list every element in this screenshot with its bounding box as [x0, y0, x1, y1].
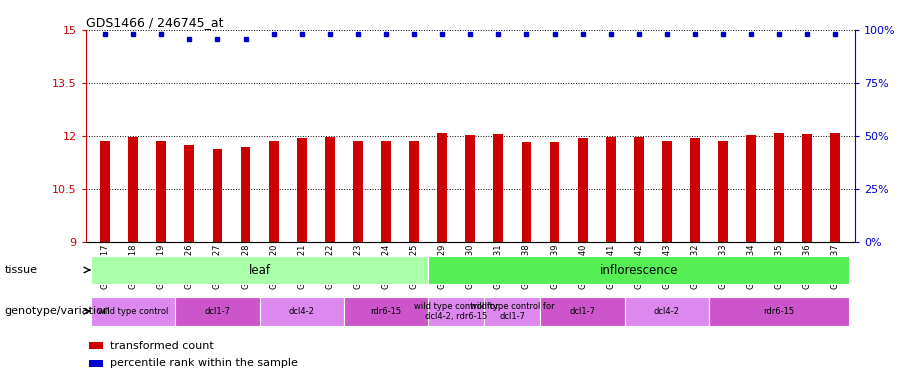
Bar [428, 256, 850, 284]
Text: wild type control: wild type control [98, 307, 168, 316]
Bar [176, 297, 259, 326]
Bar [484, 297, 541, 326]
Text: wild type control for
dcl1-7: wild type control for dcl1-7 [470, 302, 554, 321]
Bar [129, 137, 139, 242]
Bar [184, 145, 194, 242]
Bar [89, 360, 104, 367]
Bar [212, 149, 222, 242]
Text: tissue: tissue [4, 265, 38, 275]
Bar [259, 297, 344, 326]
Bar [240, 147, 250, 242]
Bar [344, 297, 428, 326]
Bar [746, 135, 756, 242]
Bar [410, 141, 419, 242]
Bar [802, 134, 812, 242]
Bar [709, 297, 850, 326]
Bar [89, 342, 104, 349]
Text: dcl4-2: dcl4-2 [289, 307, 315, 316]
Bar [91, 256, 428, 284]
Bar [353, 141, 363, 242]
Bar [428, 297, 484, 326]
Bar [690, 138, 700, 242]
Bar [100, 141, 110, 242]
Bar [325, 137, 335, 242]
Bar [774, 133, 784, 242]
Text: percentile rank within the sample: percentile rank within the sample [110, 358, 298, 368]
Text: rdr6-15: rdr6-15 [763, 307, 795, 316]
Bar [606, 137, 616, 242]
Bar [493, 134, 503, 242]
Bar [541, 297, 625, 326]
Bar [831, 133, 841, 242]
Bar [634, 137, 643, 242]
Text: genotype/variation: genotype/variation [4, 306, 111, 316]
Bar [662, 141, 671, 242]
Text: dcl1-7: dcl1-7 [204, 307, 230, 316]
Text: dcl1-7: dcl1-7 [570, 307, 596, 316]
Bar [381, 141, 391, 242]
Bar [91, 297, 176, 326]
Bar [550, 142, 560, 242]
Bar [465, 135, 475, 242]
Bar [269, 141, 279, 242]
Text: wild type control for
dcl4-2, rdr6-15: wild type control for dcl4-2, rdr6-15 [414, 302, 499, 321]
Text: transformed count: transformed count [110, 340, 214, 351]
Text: leaf: leaf [248, 264, 271, 276]
Bar [718, 141, 728, 242]
Bar [297, 138, 307, 242]
Text: rdr6-15: rdr6-15 [371, 307, 401, 316]
Bar [625, 297, 709, 326]
Bar [437, 133, 447, 242]
Text: inflorescence: inflorescence [599, 264, 678, 276]
Text: dcl4-2: dcl4-2 [654, 307, 680, 316]
Bar [578, 138, 588, 242]
Bar [521, 142, 531, 242]
Text: GDS1466 / 246745_at: GDS1466 / 246745_at [86, 16, 223, 29]
Bar [157, 141, 166, 242]
